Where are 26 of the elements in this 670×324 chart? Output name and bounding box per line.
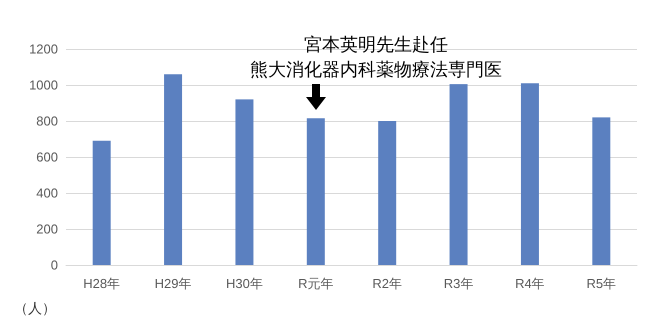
- x-tick-label: H30年: [226, 276, 263, 291]
- x-tick-label: R3年: [444, 276, 474, 291]
- x-tick-label: H29年: [154, 276, 192, 291]
- x-tick-label: H28年: [83, 276, 120, 291]
- bar: [520, 83, 539, 265]
- bar: [164, 74, 182, 265]
- y-axis-title: （人）: [14, 300, 56, 316]
- y-tick-label: 0: [50, 258, 58, 272]
- y-tick-label: 1000: [29, 78, 58, 92]
- x-tick-label: R元年: [298, 276, 334, 291]
- bar: [592, 117, 610, 265]
- y-tick-label: 200: [36, 222, 58, 236]
- annotation: 宮本英明先生赴任: [304, 34, 448, 54]
- x-tick-label: R4年: [515, 276, 545, 291]
- annotation: 熊大消化器内科薬物療法専門医: [250, 59, 502, 80]
- bar: [378, 121, 396, 265]
- bar: [306, 118, 325, 265]
- y-tick-label: 600: [36, 150, 58, 164]
- y-tick-label: 800: [36, 114, 58, 128]
- bar: [92, 140, 111, 265]
- x-tick-label: R2年: [372, 276, 402, 291]
- y-tick-label: 1200: [29, 42, 58, 56]
- x-tick-label: R5年: [586, 276, 616, 291]
- y-tick-label: 400: [36, 186, 58, 200]
- bar: [235, 99, 254, 265]
- bar: [450, 84, 468, 265]
